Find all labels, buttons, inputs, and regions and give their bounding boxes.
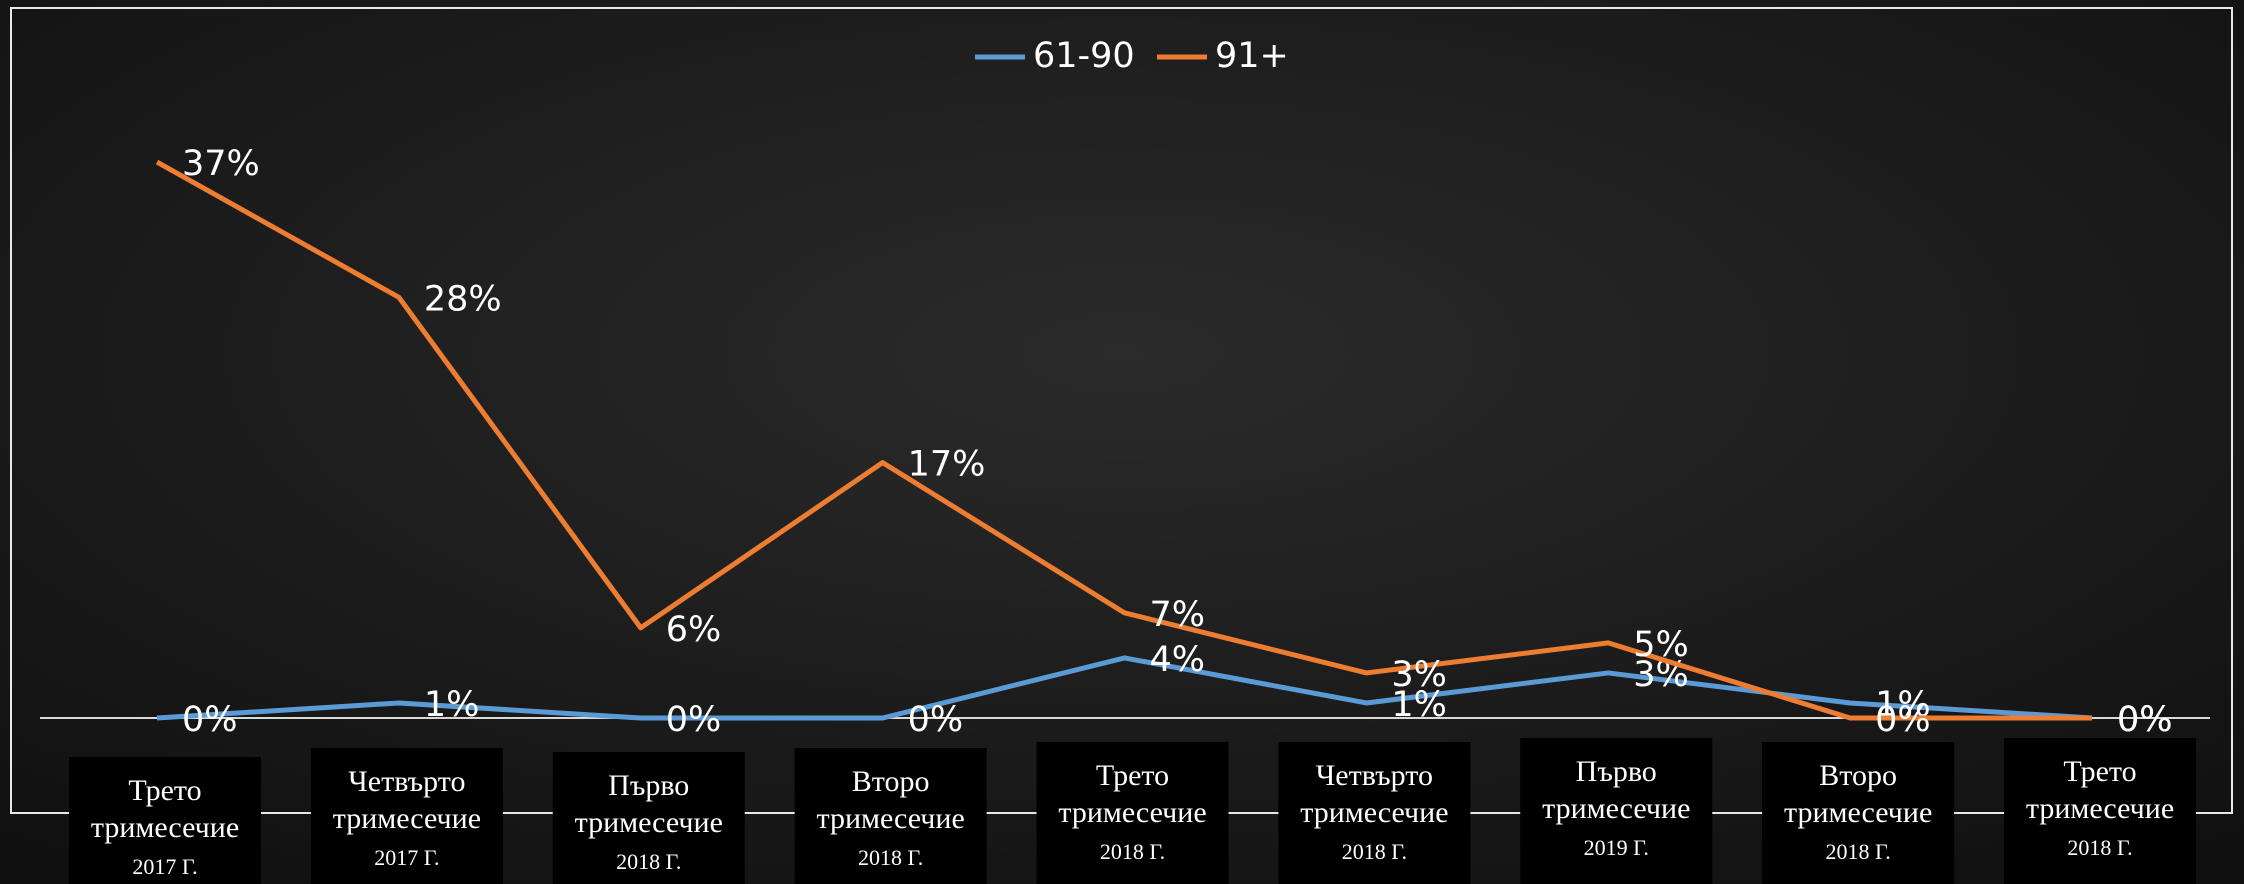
x-tick-label: Второ <box>1819 759 1897 792</box>
data-label: 1% <box>424 685 480 725</box>
data-label: 37% <box>182 144 260 184</box>
x-tick-label: тримесечие <box>575 806 723 839</box>
category-box <box>794 748 987 884</box>
category-box <box>552 752 745 884</box>
x-tick-label: Четвърто <box>1316 759 1433 792</box>
data-label: 0% <box>2117 700 2173 740</box>
x-tick-label: 2018 Г. <box>1100 839 1165 864</box>
x-tick-label: тримесечие <box>816 802 964 835</box>
x-tick-label: 2018 Г. <box>616 849 681 874</box>
x-tick-label: Трето <box>2063 755 2136 788</box>
x-tick-label: Четвърто <box>348 765 465 798</box>
data-label: 5% <box>1633 625 1689 665</box>
x-tick-label: 2018 Г. <box>1342 839 1407 864</box>
data-label: 28% <box>424 279 502 319</box>
category-box <box>1762 742 1955 884</box>
category-box <box>1036 742 1229 884</box>
x-tick-label: тримесечие <box>1058 796 1206 829</box>
x-tick-label: 2018 Г. <box>858 845 923 870</box>
x-tick-label: тримесечие <box>1542 792 1690 825</box>
x-tick-label: тримесечие <box>2026 792 2174 825</box>
category-box <box>2004 738 2196 884</box>
x-tick-label: тримесечие <box>1784 796 1932 829</box>
category-box <box>1520 738 1713 884</box>
x-tick-label: Трето <box>1096 759 1169 792</box>
legend-label: 61-90 <box>1033 36 1135 76</box>
x-tick-label: тримесечие <box>1300 796 1448 829</box>
x-tick-label: 2017 Г. <box>374 845 439 870</box>
legend-label: 91+ <box>1215 36 1289 76</box>
x-tick-label: тримесечие <box>333 802 481 835</box>
x-tick-label: тримесечие <box>91 811 239 844</box>
series-line <box>155 159 2092 721</box>
x-tick-label: Първо <box>1576 755 1657 788</box>
data-label: 0% <box>666 700 722 740</box>
data-label: 0% <box>908 700 964 740</box>
data-label: 0% <box>2117 700 2173 740</box>
data-label: 0% <box>1875 700 1931 740</box>
x-tick-label: 2017 Г. <box>132 854 197 879</box>
x-tick-label: 2018 Г. <box>2067 835 2132 860</box>
data-label: 17% <box>908 445 986 485</box>
category-box <box>69 757 261 884</box>
category-box <box>310 748 503 884</box>
data-label: 7% <box>1150 595 1206 635</box>
category-box <box>1278 742 1471 884</box>
x-tick-label: Първо <box>608 769 689 802</box>
x-tick-label: Второ <box>852 765 930 798</box>
data-label: 6% <box>666 610 722 650</box>
data-label: 3% <box>1391 655 1447 695</box>
data-label: 1% <box>1391 685 1447 725</box>
x-tick-label: 2018 Г. <box>1826 839 1891 864</box>
data-label: 4% <box>1150 640 1206 680</box>
x-tick-label: 2019 Г. <box>1584 835 1649 860</box>
data-label: 0% <box>182 700 238 740</box>
x-tick-label: Трето <box>128 774 201 807</box>
